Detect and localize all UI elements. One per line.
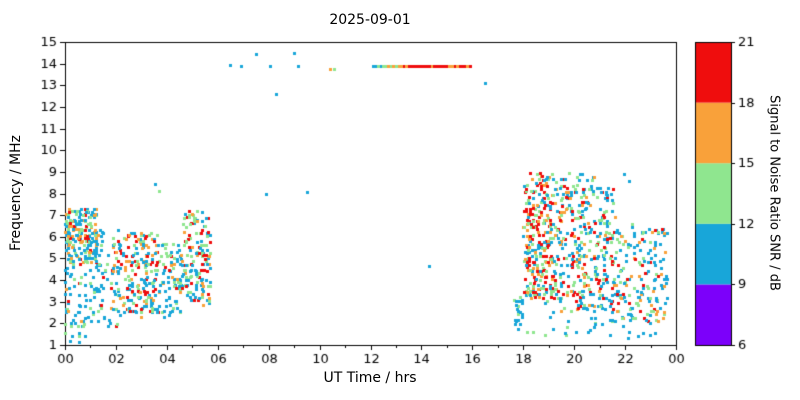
x-axis-label: UT Time / hrs	[323, 370, 417, 386]
chart-title: 2025-09-01	[329, 12, 411, 28]
colorbar-label: Signal to Noise Ratio SNR / dB	[766, 95, 782, 291]
y-axis-label: Frequency / MHz	[8, 135, 24, 251]
